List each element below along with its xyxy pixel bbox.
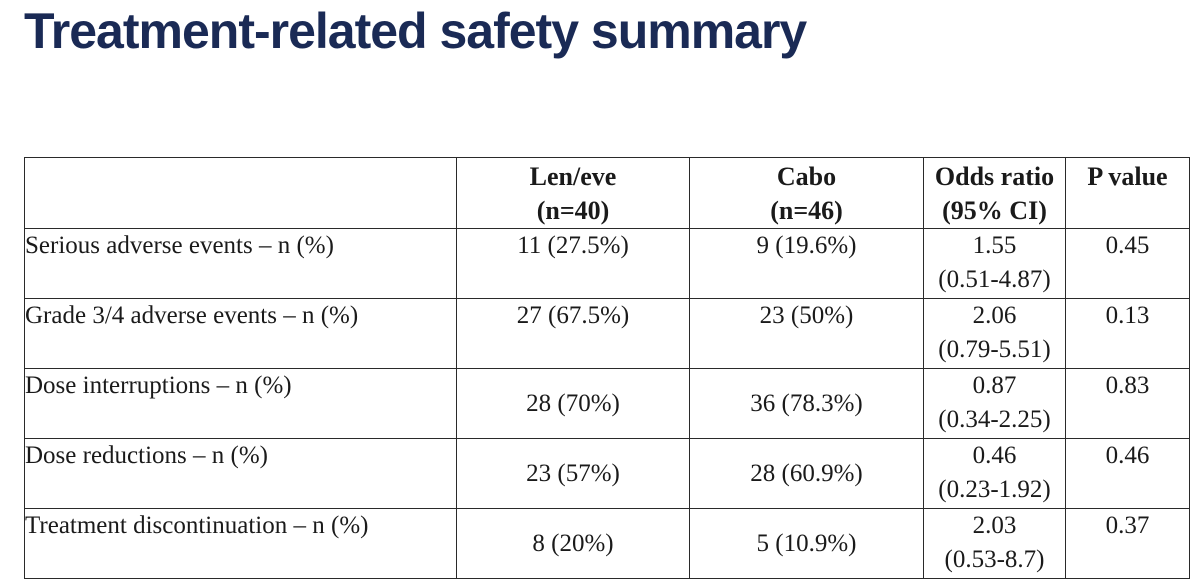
odds-ratio-value: 0.46 [972, 442, 1017, 469]
table-row: Grade 3/4 adverse events – n (%) 27 (67.… [24, 298, 1190, 369]
table-row: Dose interruptions – n (%) 28 (70%) 36 (… [24, 368, 1190, 439]
header-odds-ratio-name: Odds ratio [934, 162, 1055, 191]
len-eve-value: 28 (70%) [456, 368, 690, 439]
odds-ratio-value: 2.06 [972, 302, 1017, 329]
cabo-value: 36 (78.3%) [689, 368, 924, 439]
page-title: Treatment-related safety summary [24, 3, 807, 59]
table-row: Serious adverse events – n (%) 11 (27.5%… [24, 228, 1190, 299]
table-row: Dose reductions – n (%) 23 (57%) 28 (60.… [24, 438, 1190, 509]
confidence-interval: (0.53-8.7) [944, 546, 1045, 573]
header-len-eve-n: (n=40) [536, 196, 610, 225]
odds-ratio-cell: 2.06 (0.79-5.51) [923, 298, 1066, 369]
header-len-eve: Len/eve (n=40) [456, 157, 690, 229]
odds-ratio-value: 0.87 [972, 372, 1017, 399]
table-row: Treatment discontinuation – n (%) 8 (20%… [24, 508, 1190, 579]
odds-ratio-cell: 1.55 (0.51-4.87) [923, 228, 1066, 299]
row-label: Dose interruptions – n (%) [24, 368, 457, 439]
odds-ratio-value: 2.03 [972, 512, 1017, 539]
row-label: Dose reductions – n (%) [24, 438, 457, 509]
table-header-row: Len/eve (n=40) Cabo (n=46) Odds ratio (9… [24, 157, 1190, 229]
cabo-value: 5 (10.9%) [689, 508, 924, 579]
cabo-value: 23 (50%) [689, 298, 924, 369]
odds-ratio-cell: 0.46 (0.23-1.92) [923, 438, 1066, 509]
header-len-eve-name: Len/eve [529, 162, 617, 191]
odds-ratio-cell: 2.03 (0.53-8.7) [923, 508, 1066, 579]
header-cabo-n: (n=46) [770, 196, 843, 225]
header-p-value-name: P value [1087, 162, 1168, 191]
confidence-interval: (0.34-2.25) [938, 406, 1051, 433]
row-label: Treatment discontinuation – n (%) [24, 508, 457, 579]
safety-summary-table: Len/eve (n=40) Cabo (n=46) Odds ratio (9… [24, 157, 1190, 579]
cabo-value: 9 (19.6%) [689, 228, 924, 299]
p-value: 0.83 [1065, 368, 1190, 439]
p-value: 0.13 [1065, 298, 1190, 369]
header-odds-ratio: Odds ratio (95% CI) [923, 157, 1066, 229]
p-value: 0.46 [1065, 438, 1190, 509]
odds-ratio-cell: 0.87 (0.34-2.25) [923, 368, 1066, 439]
len-eve-value: 8 (20%) [456, 508, 690, 579]
header-blank-cell [24, 157, 457, 229]
p-value: 0.45 [1065, 228, 1190, 299]
header-p-value: P value [1065, 157, 1190, 229]
p-value: 0.37 [1065, 508, 1190, 579]
header-cabo-name: Cabo [776, 162, 837, 191]
row-label: Serious adverse events – n (%) [24, 228, 457, 299]
confidence-interval: (0.79-5.51) [938, 336, 1051, 363]
cabo-value: 28 (60.9%) [689, 438, 924, 509]
len-eve-value: 27 (67.5%) [456, 298, 690, 369]
header-odds-ratio-ci: (95% CI) [942, 196, 1047, 225]
header-cabo: Cabo (n=46) [689, 157, 924, 229]
odds-ratio-value: 1.55 [972, 232, 1017, 259]
len-eve-value: 11 (27.5%) [456, 228, 690, 299]
len-eve-value: 23 (57%) [456, 438, 690, 509]
confidence-interval: (0.23-1.92) [938, 476, 1051, 503]
row-label: Grade 3/4 adverse events – n (%) [24, 298, 457, 369]
confidence-interval: (0.51-4.87) [938, 266, 1051, 293]
